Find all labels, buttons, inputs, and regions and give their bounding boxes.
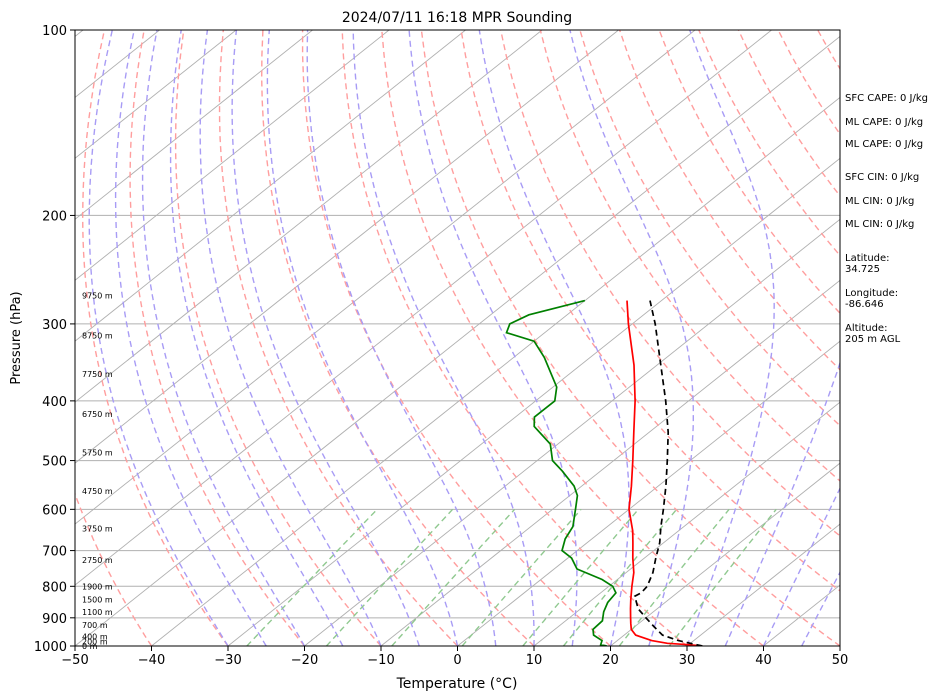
dry-adiabat-line [218, 30, 459, 646]
mixing-ratio-line [618, 508, 730, 646]
isotherm-line [227, 157, 840, 646]
mixing-ratio-line [668, 508, 777, 646]
dry-adiabat-line [75, 491, 153, 646]
moist-adiabat-line [478, 30, 630, 646]
x-tick-label: 20 [602, 653, 619, 668]
height-label: 3750 m [82, 525, 113, 534]
isotherm-line [75, 30, 619, 464]
y-tick-label: 400 [42, 395, 67, 410]
dry-adiabat-line [460, 30, 840, 592]
y-tick-label: 800 [42, 580, 67, 595]
x-tick-label: 0 [453, 653, 461, 668]
isotherm-line [457, 340, 840, 646]
mixing-ratio-line [562, 508, 678, 646]
x-tick-label: 50 [832, 653, 849, 668]
height-label: 400 m [82, 632, 108, 641]
isotherm-line [75, 30, 390, 281]
y-tick-label: 700 [42, 545, 67, 560]
height-label: 8750 m [82, 331, 113, 340]
dry-adiabat-line [129, 30, 306, 646]
dry-adiabat-line [618, 30, 840, 371]
mixing-ratio-line [522, 508, 639, 646]
dry-adiabat-line [260, 30, 535, 646]
y-tick-label: 500 [42, 455, 67, 470]
height-label: 700 m [82, 621, 108, 630]
moist-adiabat-line [569, 30, 694, 646]
temperature-profile [626, 300, 703, 646]
isotherm-line [686, 523, 840, 646]
dry-adiabat-line [81, 30, 229, 646]
dry-adiabat-line [539, 30, 840, 482]
moist-adiabat-line [114, 30, 267, 646]
isotherm-line [75, 30, 237, 159]
x-tick-label: 10 [526, 653, 543, 668]
isotherm-line [151, 96, 840, 646]
moist-adiabat-line [686, 30, 775, 646]
dry-adiabat-line [420, 30, 840, 646]
moist-adiabat-line [408, 30, 578, 646]
height-label: 1100 m [82, 608, 113, 617]
height-label: 200 m [82, 637, 108, 646]
x-tick-label: −20 [291, 653, 318, 668]
height-label: 5750 m [82, 448, 113, 457]
x-tick-label: −40 [138, 653, 165, 668]
height-label: 4750 m [82, 487, 113, 496]
y-tick-label: 1000 [34, 640, 67, 655]
y-tick-label: 600 [42, 503, 67, 518]
dry-adiabat-line [500, 30, 840, 537]
height-label: 9750 m [82, 292, 113, 301]
height-label: 1900 m [82, 582, 113, 591]
x-tick-label: −30 [214, 653, 241, 668]
isotherm-line [75, 30, 772, 586]
y-axis-label: Pressure (hPa) [9, 291, 24, 384]
isotherm-line [75, 30, 466, 342]
moist-adiabat-line [88, 30, 229, 646]
dry-adiabat-line [174, 30, 382, 646]
moist-adiabat-line [266, 30, 459, 646]
height-label: 2750 m [82, 556, 113, 565]
y-tick-label: 900 [42, 612, 67, 627]
x-tick-label: 30 [679, 653, 696, 668]
dry-adiabat-line [381, 30, 764, 646]
x-tick-label: −10 [367, 653, 394, 668]
height-label: 1500 m [82, 595, 113, 604]
isotherm-line [380, 279, 840, 646]
moist-adiabat-line [169, 30, 344, 646]
y-tick-label: 100 [42, 24, 67, 39]
x-axis-label: Temperature (°C) [396, 676, 518, 692]
moist-adiabat-line [306, 30, 497, 646]
height-label: 7750 m [82, 370, 113, 379]
mixing-ratio-line [325, 508, 454, 646]
moist-adiabat-line [724, 360, 840, 646]
isotherm-line [75, 35, 840, 646]
x-tick-label: 40 [755, 653, 772, 668]
mixing-ratio-line [391, 508, 516, 646]
parcel-profile [633, 300, 703, 646]
mixing-ratio-line [461, 508, 582, 646]
moist-adiabat-line [199, 30, 382, 646]
y-tick-label: 300 [42, 318, 67, 333]
moist-adiabat-line [141, 30, 306, 646]
isotherm-line [304, 218, 840, 646]
dewpoint-profile [505, 299, 617, 646]
isotherm-line [533, 401, 840, 646]
isotherm-line [610, 462, 840, 646]
mixing-ratio-line [246, 508, 378, 646]
isotherm-line [75, 30, 696, 525]
isotherm-line [75, 30, 313, 220]
dry-adiabat-line [301, 30, 611, 646]
height-label: 6750 m [82, 410, 113, 419]
x-tick-label: −50 [61, 653, 88, 668]
dry-adiabat-line [658, 30, 840, 315]
y-tick-label: 200 [42, 209, 67, 224]
chart-title: 2024/07/11 16:18 MPR Sounding [342, 10, 572, 26]
isotherm-line [75, 30, 543, 403]
dry-adiabat-line [579, 30, 840, 427]
moist-adiabat-line [352, 30, 535, 646]
